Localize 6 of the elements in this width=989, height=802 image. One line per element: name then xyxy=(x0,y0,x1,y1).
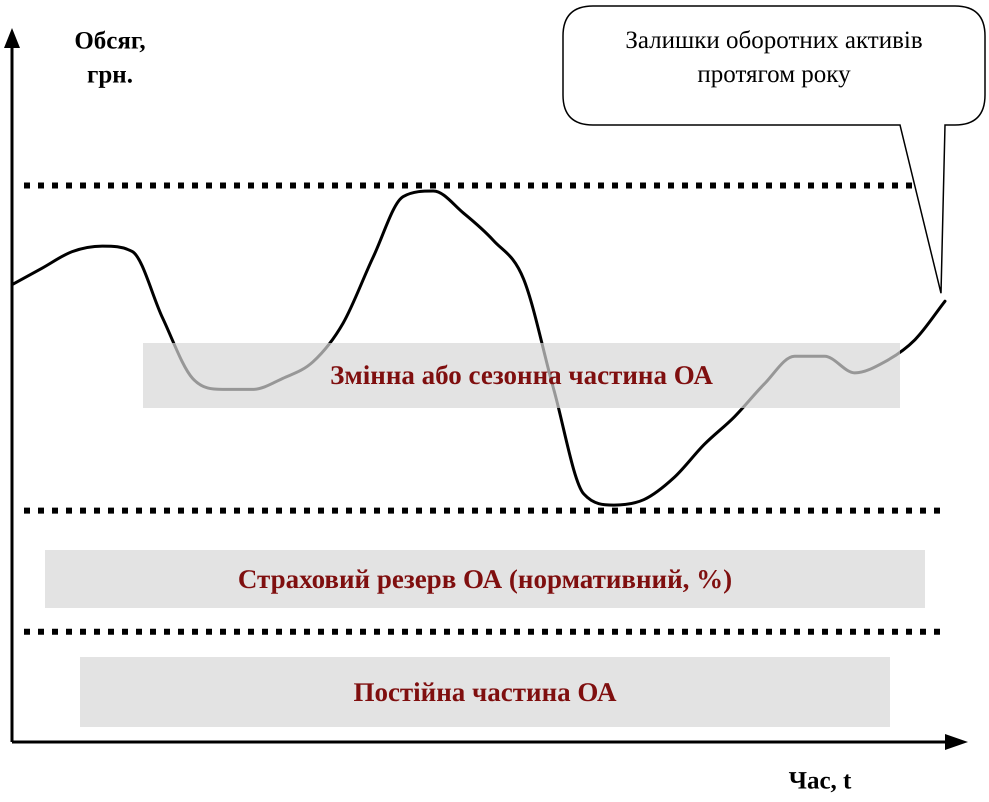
annotation: Постійна частина ОА xyxy=(353,676,617,708)
annotation: Змінна або сезонна частина ОА xyxy=(330,360,713,391)
y-axis-title: Обсяг, грн. xyxy=(74,27,146,88)
text: Залишки оборотних активів протягом року xyxy=(624,26,924,90)
x-axis-title: Час, t xyxy=(788,767,852,794)
annotation: Страховий резерв ОА (нормативний, %) xyxy=(238,564,732,594)
